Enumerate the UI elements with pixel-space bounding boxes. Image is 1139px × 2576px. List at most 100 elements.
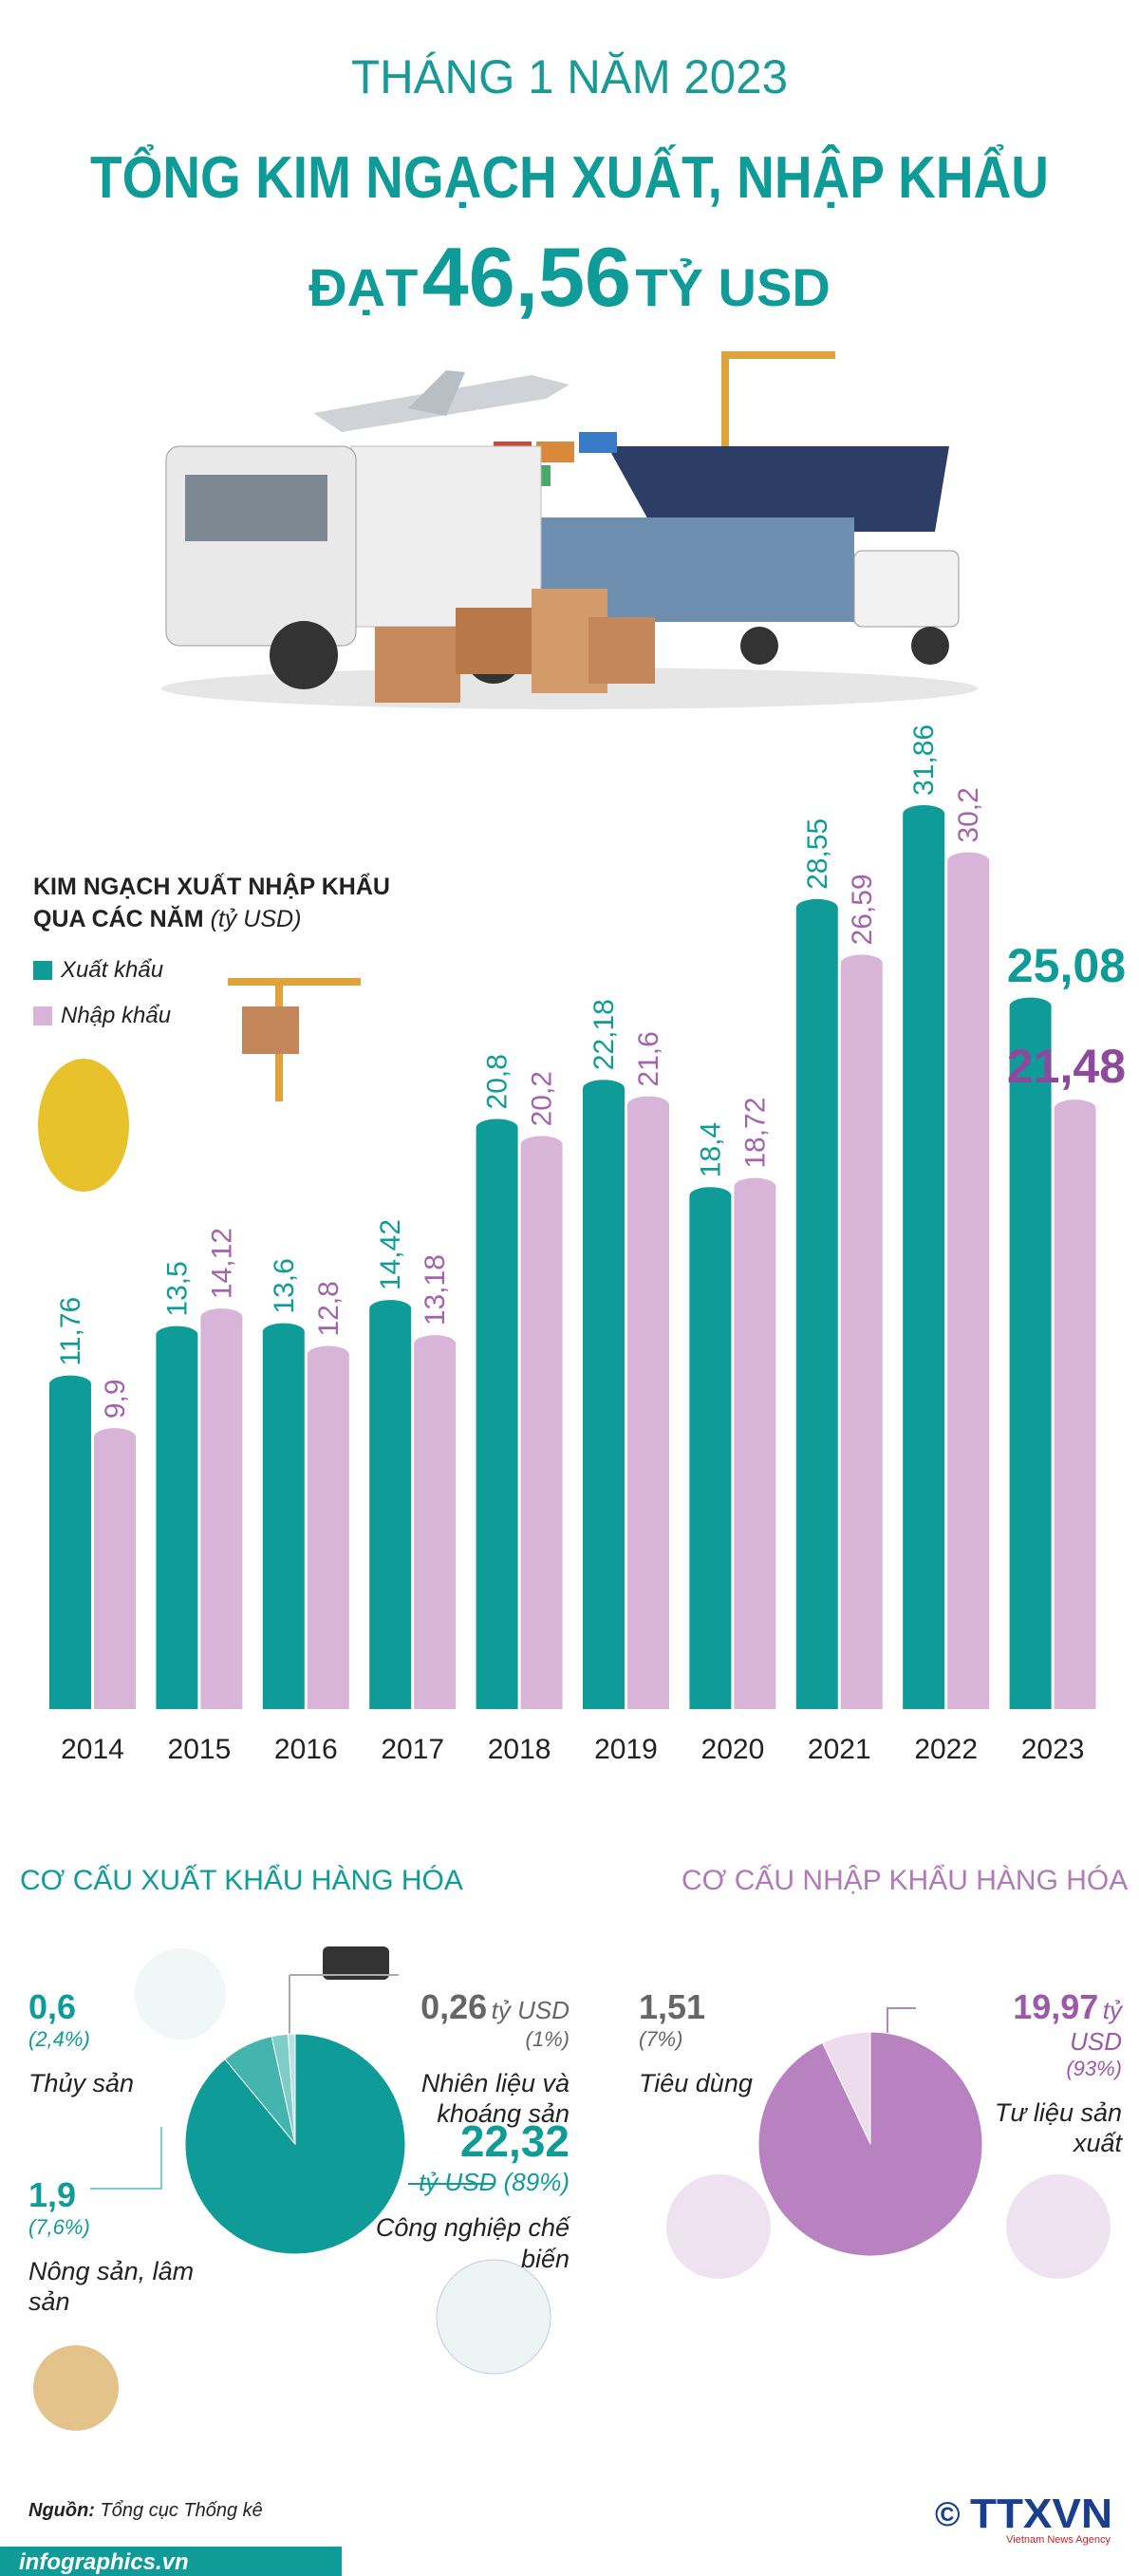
wheel: [740, 627, 778, 665]
value-label: 28,55: [802, 818, 833, 890]
bar: [1054, 1100, 1096, 1709]
box-icon: [242, 1006, 299, 1054]
bar: [200, 1308, 243, 1709]
bar: [520, 1136, 563, 1709]
pie-decor: [33, 1946, 1111, 2431]
wheel: [270, 621, 338, 689]
bar-title-text: KIM NGẠCH XUẤT NHẬP KHẨU QUA CÁC NĂM: [33, 874, 390, 932]
bar: [414, 1335, 457, 1709]
illustration: [161, 351, 978, 709]
pie-value: 1,51: [639, 1987, 706, 2026]
value-label: 20,2: [527, 1071, 558, 1126]
legend-swatch: [33, 1006, 52, 1025]
x-tick-label: 2022: [914, 1734, 978, 1765]
pie-slice: [821, 2031, 871, 2145]
bar: [689, 1187, 732, 1709]
value-label: 18,72: [739, 1098, 771, 1169]
pie-value: 0,6: [28, 1987, 77, 2026]
footer-band: [0, 2547, 342, 2576]
pie-unit: tỷ USD: [1070, 1996, 1122, 2057]
pie-value-line: 19,97 tỷ USD: [961, 1986, 1122, 2057]
value-label: 30,2: [953, 787, 984, 842]
title-suffix: TỶ USD: [635, 257, 830, 317]
bar: [840, 954, 883, 1709]
crane-icon-arm: [228, 978, 361, 986]
pie-title: CƠ CẤU XUẤT KHẨU HÀNG HÓA: [20, 1864, 463, 1896]
x-tick-label: 2015: [168, 1734, 232, 1765]
paper-icon: [1006, 2174, 1111, 2279]
box: [375, 627, 460, 703]
logo-sub: Vietnam News Agency: [1006, 2534, 1111, 2546]
value-label: 13,6: [269, 1258, 300, 1313]
trailer-left: [350, 445, 542, 628]
pie-value-line: 0,26 tỷ USD: [361, 1986, 570, 2027]
pie-label: 1,9 (7,6%) Nông sản, lâm sản: [28, 2174, 199, 2317]
x-tick-label: 2016: [274, 1734, 338, 1765]
title-line3: ĐẠT 46,56 TỶ USD: [308, 230, 831, 324]
dollar-icon: [38, 1059, 129, 1192]
copyright: ©: [935, 2494, 961, 2533]
x-tick-label: 2019: [594, 1734, 658, 1765]
windshield: [185, 475, 327, 541]
pie-category: Thủy sản: [28, 2068, 135, 2097]
value-label: 18,4: [695, 1122, 726, 1177]
source: Nguồn: Tổng cục Thống kê: [28, 2500, 263, 2521]
pie-category: Nông sản, lâm sản: [28, 2256, 195, 2316]
value-label: 13,5: [161, 1261, 193, 1316]
pie-percent: (7,6%): [28, 2215, 90, 2240]
value-label: 26,59: [847, 874, 878, 945]
pie-title: CƠ CẤU NHẬP KHẨU HÀNG HÓA: [682, 1864, 1128, 1896]
pie-value-line: 1,51: [639, 1986, 829, 2027]
pie-percent: (93%): [1066, 2057, 1122, 2081]
pie-category: Tư liệu sản xuất: [994, 2097, 1122, 2158]
decor: [38, 978, 361, 1192]
container: [536, 442, 574, 462]
bar: [156, 1326, 198, 1709]
bar: [734, 1177, 776, 1709]
value-label: 12,8: [313, 1281, 345, 1336]
value-label: 22,18: [588, 999, 620, 1070]
pie-value: 1,9: [28, 2175, 77, 2214]
box: [456, 608, 532, 674]
bar: [369, 1300, 412, 1709]
title-line2: TỔNG KIM NGẠCH XUẤT, NHẬP KHẨU: [90, 144, 1049, 211]
bar: [583, 1080, 625, 1709]
website: infographics.vn: [19, 2549, 189, 2575]
pie-percent: (2,4%): [28, 2027, 90, 2052]
source-label: Nguồn:: [28, 2500, 95, 2521]
wheel: [911, 627, 949, 665]
x-tick-label: 2014: [61, 1734, 124, 1765]
wood-icon: [33, 2345, 119, 2431]
bar: [903, 805, 945, 1709]
industry-icon: [436, 2259, 551, 2375]
bar: [795, 898, 838, 1709]
logo: TTXVN: [970, 2491, 1112, 2537]
bar: [94, 1428, 136, 1709]
box: [588, 617, 655, 684]
pie-slice: [287, 2033, 296, 2145]
bar-title: KIM NGẠCH XUẤT NHẬP KHẨU QUA CÁC NĂM (tỷ…: [33, 872, 432, 936]
value-label: 14,42: [375, 1219, 406, 1290]
x-tick-label: 2021: [808, 1734, 871, 1765]
pie-percent: (89%): [503, 2168, 570, 2197]
bar: [262, 1323, 305, 1709]
crane: [721, 351, 729, 446]
bar: [627, 1096, 669, 1709]
x-tick-label: 2023: [1021, 1734, 1085, 1765]
pie-label: 1,51 (7%) Tiêu dùng: [639, 1986, 829, 2098]
pie-category: Tiêu dùng: [639, 2068, 753, 2097]
bar: [476, 1119, 518, 1709]
pie-category: Công nghiệp chế biến: [375, 2213, 570, 2273]
fish-icon: [135, 1948, 226, 2040]
legend-label: Xuất khẩu: [60, 957, 163, 983]
pie-value-line: 22,32: [361, 2115, 570, 2168]
plane-wing: [408, 370, 465, 416]
value-label: 25,08: [1007, 939, 1126, 992]
pie-value-line: 1,9: [28, 2174, 199, 2215]
bar-unit: (tỷ USD): [210, 905, 302, 932]
x-tick-label: 2020: [701, 1734, 765, 1765]
x-tick-label: 2018: [488, 1734, 551, 1765]
value-label: 21,48: [1007, 1040, 1126, 1093]
